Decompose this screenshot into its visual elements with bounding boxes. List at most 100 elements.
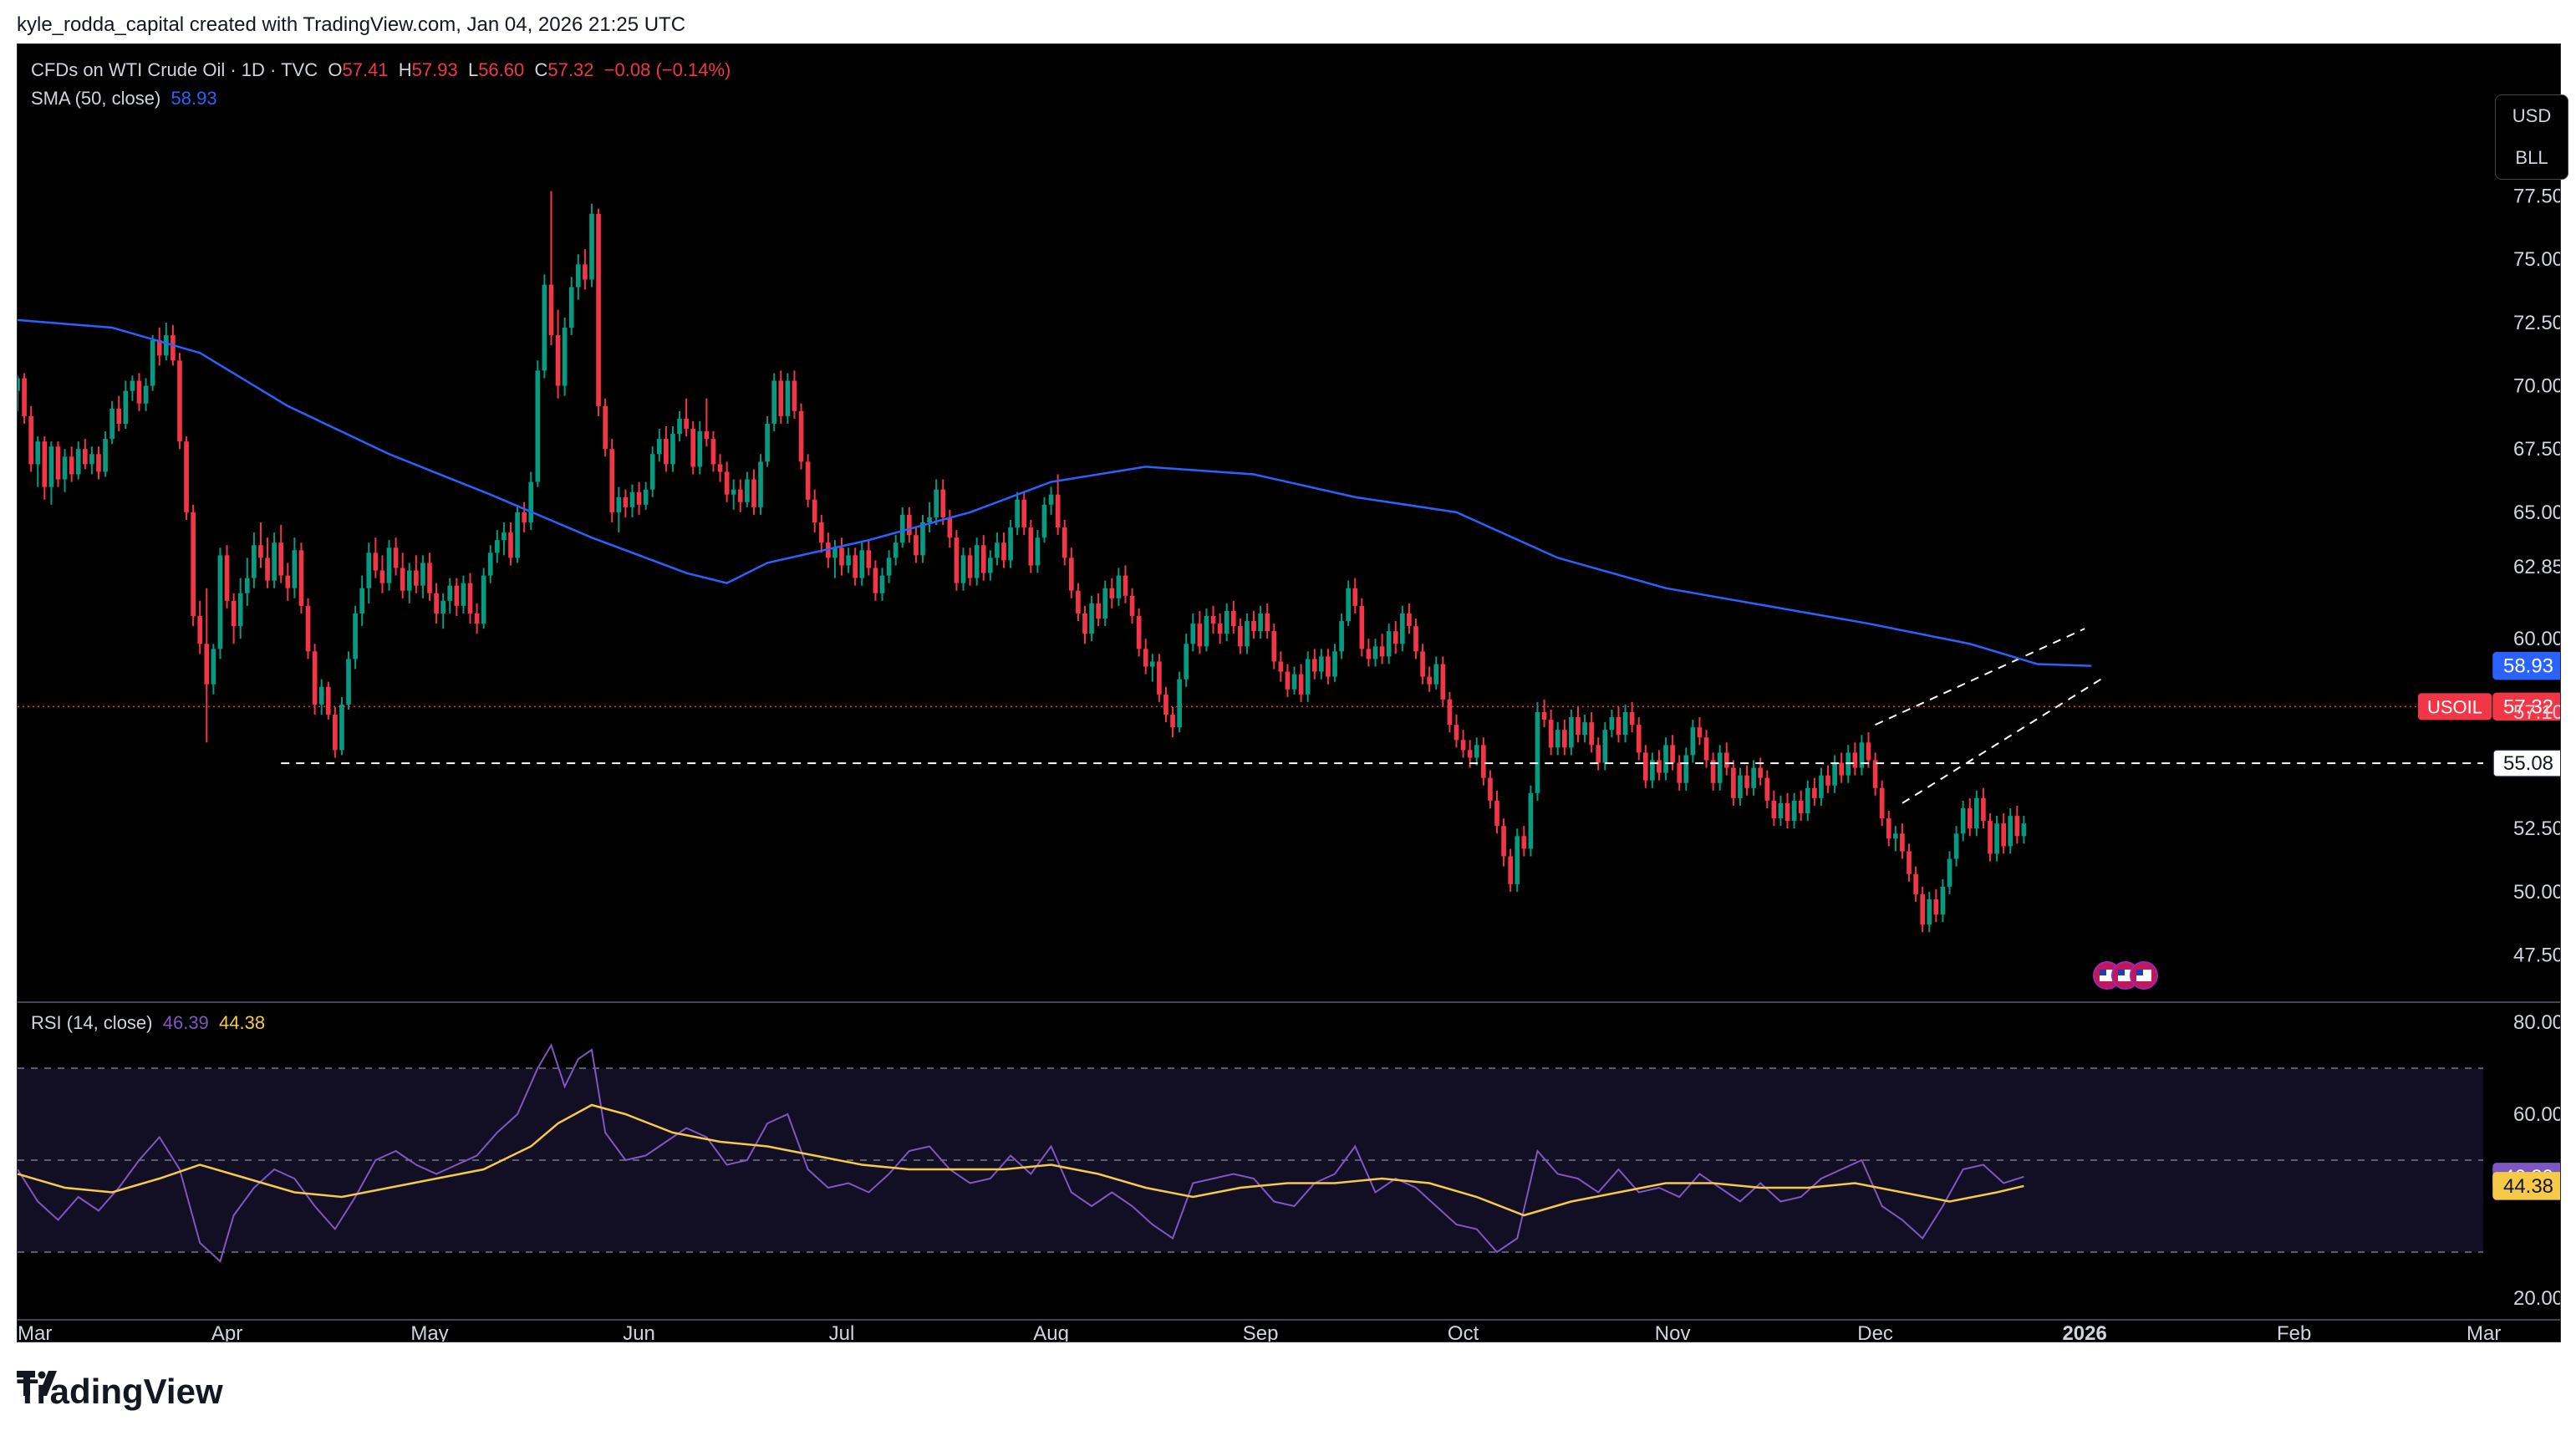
candle bbox=[143, 378, 149, 411]
candle-body bbox=[103, 439, 108, 472]
candle-body bbox=[1068, 558, 1074, 591]
candle bbox=[704, 398, 710, 447]
legend-o-label: O bbox=[328, 59, 343, 80]
candle-body bbox=[609, 449, 615, 512]
chart-canvas[interactable]: 58.93 57.32 55.08 USOIL 46.39 44.38 80.00 77.5… bbox=[18, 44, 2560, 1342]
candle-body bbox=[616, 496, 622, 512]
x-tick-label: Feb bbox=[2277, 1322, 2311, 1342]
candle bbox=[1629, 701, 1635, 733]
unit-selector[interactable]: USD BLL bbox=[2495, 94, 2568, 180]
candle-body bbox=[1582, 722, 1587, 736]
candle bbox=[177, 353, 182, 450]
candle-body bbox=[704, 431, 710, 440]
candle bbox=[1068, 547, 1074, 598]
candle bbox=[1852, 742, 1858, 776]
candle bbox=[1076, 583, 1081, 622]
candle bbox=[1642, 745, 1648, 788]
candle-body bbox=[1298, 674, 1304, 695]
candle-body bbox=[197, 615, 203, 644]
candle bbox=[481, 568, 486, 629]
candle bbox=[2014, 805, 2020, 844]
candle-body bbox=[515, 512, 520, 558]
candle bbox=[1339, 613, 1344, 659]
candle-body bbox=[447, 585, 453, 601]
flag-canton-icon bbox=[2100, 970, 2106, 975]
candle bbox=[1798, 790, 1804, 822]
candle-body bbox=[1900, 833, 1905, 852]
candle-body bbox=[1392, 631, 1398, 644]
candle bbox=[1326, 649, 1331, 685]
rsi-bands bbox=[18, 1067, 2483, 1253]
candle bbox=[237, 578, 243, 639]
candle-body bbox=[1407, 613, 1412, 627]
candle bbox=[109, 400, 115, 445]
candle-body bbox=[899, 514, 905, 543]
support-price-tag-text: 55.08 bbox=[2503, 752, 2553, 775]
candle bbox=[1515, 828, 1520, 892]
candle-body bbox=[1974, 797, 1979, 829]
candle bbox=[1217, 613, 1223, 644]
y-tick-label: 62.85 bbox=[2513, 556, 2560, 578]
candle-body bbox=[1812, 787, 1817, 798]
candle-body bbox=[846, 555, 851, 566]
candle-body bbox=[1953, 833, 1959, 859]
candle-body bbox=[568, 287, 574, 328]
candle bbox=[1663, 737, 1668, 781]
candle bbox=[960, 547, 966, 591]
candle bbox=[1149, 654, 1155, 682]
candle-body bbox=[1467, 750, 1473, 758]
candle-body bbox=[373, 552, 379, 571]
candle-body bbox=[1683, 755, 1689, 783]
x-tick-label: Jul bbox=[829, 1322, 855, 1342]
candle bbox=[771, 373, 777, 432]
candle bbox=[1751, 760, 1756, 796]
candle-body bbox=[1994, 823, 1999, 854]
candle bbox=[1055, 474, 1061, 536]
candle-body bbox=[1710, 760, 1716, 783]
candle bbox=[42, 436, 48, 500]
candle bbox=[1690, 720, 1696, 763]
candle-body bbox=[1359, 605, 1365, 649]
candle-body bbox=[1061, 527, 1067, 558]
candle-body bbox=[690, 429, 696, 467]
candle-body bbox=[1576, 717, 1581, 736]
candle bbox=[583, 249, 588, 290]
candle bbox=[778, 370, 784, 424]
currency-label[interactable]: USD bbox=[2512, 105, 2552, 126]
candle-body bbox=[1717, 752, 1723, 783]
candle bbox=[1569, 709, 1574, 756]
candle bbox=[353, 605, 358, 670]
unit-label[interactable]: BLL bbox=[2515, 147, 2548, 168]
candle-body bbox=[1940, 886, 1946, 915]
candle bbox=[1764, 770, 1770, 808]
candle-body bbox=[1879, 787, 1885, 819]
candle bbox=[555, 309, 561, 399]
candle bbox=[312, 644, 318, 715]
candle-body bbox=[1798, 800, 1804, 814]
candle bbox=[596, 208, 601, 416]
candle bbox=[1285, 664, 1291, 697]
candle-body bbox=[265, 558, 270, 581]
candle bbox=[1731, 760, 1736, 806]
candle-body bbox=[191, 512, 196, 616]
candle-body bbox=[130, 380, 135, 391]
candle bbox=[1589, 711, 1594, 753]
candle-body bbox=[1163, 694, 1168, 715]
candle bbox=[487, 545, 493, 583]
candle-body bbox=[670, 434, 675, 465]
candle-body bbox=[440, 600, 446, 614]
candle bbox=[920, 514, 925, 563]
chart-frame[interactable]: 58.93 57.32 55.08 USOIL 46.39 44.38 80.00 77.5… bbox=[17, 43, 2568, 1342]
candle-body bbox=[1021, 499, 1027, 528]
rsi-ma-line bbox=[18, 1103, 2024, 1217]
candle-body bbox=[677, 418, 682, 435]
candle bbox=[1913, 866, 1918, 902]
candle-body bbox=[1907, 851, 1912, 874]
candle bbox=[406, 563, 412, 603]
candle bbox=[1710, 752, 1716, 791]
tradingview-logo[interactable]: TradingView bbox=[17, 1371, 223, 1413]
candle-body bbox=[1265, 613, 1270, 632]
candle-body bbox=[934, 489, 939, 517]
candle bbox=[136, 373, 142, 411]
y-tick-label: 75.00 bbox=[2513, 248, 2560, 271]
